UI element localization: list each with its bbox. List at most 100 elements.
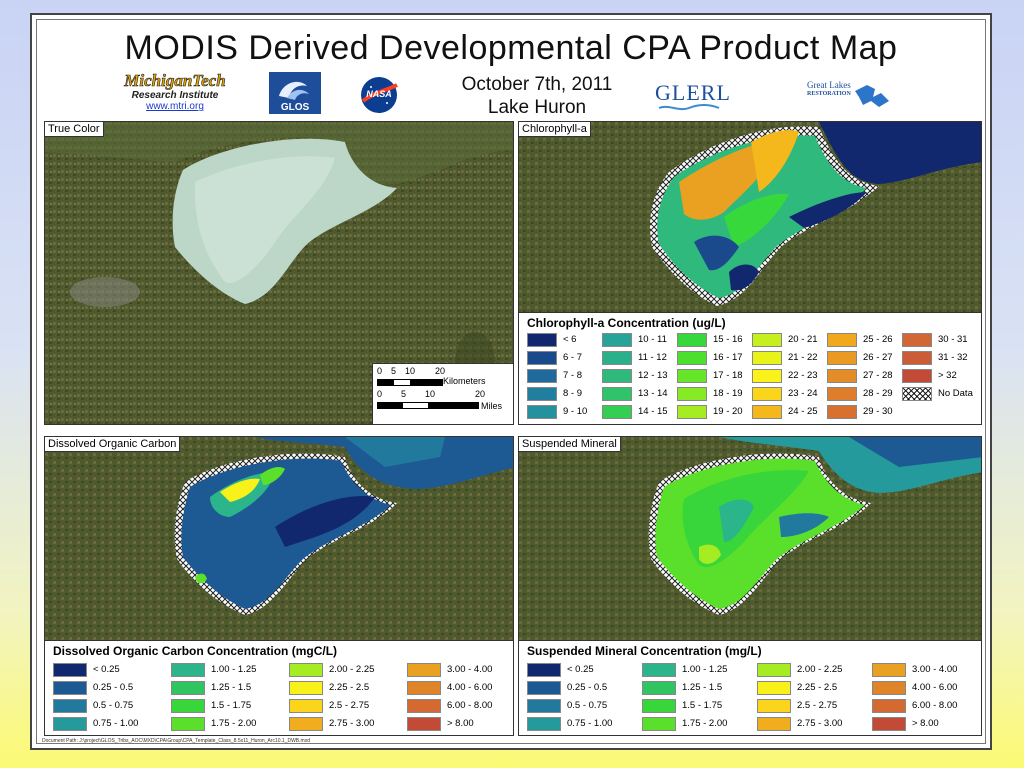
legend-swatch [902,369,932,383]
nasa-logo-text: NASA [366,89,392,99]
mi-tick-labels: 0 5 10 20 [377,389,487,399]
legend-label: 6.00 - 8.00 [447,700,493,711]
legend-label: 31 - 32 [938,352,968,363]
legend-swatch [289,663,323,677]
legend-swatch [827,351,857,365]
legend-swatch [53,699,87,713]
legend-swatch [902,333,932,347]
mi-unit-label: Miles [481,401,503,411]
legend-swatch [602,369,632,383]
legend-swatch [677,351,707,365]
legend-label: 2.00 - 2.25 [797,664,843,675]
glerl-logo-text: GLERL [655,80,731,105]
mtri-logo-url[interactable]: www.mtri.org [146,101,204,112]
mi-tick-0: 0 [377,389,383,399]
legend-label: 1.5 - 1.75 [211,700,252,711]
legend-swatch [677,387,707,401]
legend-swatch [171,663,205,677]
doc-legend: Dissolved Organic Carbon Concentration (… [45,640,513,735]
legend-label: 15 - 16 [713,334,743,345]
legend-swatch [902,351,932,365]
legend-label: 20 - 21 [788,334,818,345]
legend-swatch [527,699,561,713]
legend-label: 16 - 17 [713,352,743,363]
legend-swatch [827,405,857,419]
legend-swatch [289,717,323,731]
km-tick-0: 0 [377,366,383,376]
legend-swatch [53,663,87,677]
legend-label: 0.75 - 1.00 [93,718,139,729]
legend-swatch [677,405,707,419]
mtri-logo-subtitle: Research Institute [131,90,219,101]
map-sheet: MODIS Derived Developmental CPA Product … [30,13,992,750]
legend-label: > 8.00 [447,718,474,729]
mi-tick-5: 5 [401,389,407,399]
legend-swatch [677,333,707,347]
legend-swatch [872,717,906,731]
km-unit-label: Kilometers [443,376,486,386]
legend-label: 27 - 28 [863,370,893,381]
legend-label: 0.25 - 0.5 [567,682,608,693]
legend-swatch [752,369,782,383]
true-color-panel[interactable]: True Color 0 5 10 20 Kilometers 0 5 10 2… [44,121,514,425]
legend-label: < 0.25 [567,664,594,675]
legend-label: 1.5 - 1.75 [682,700,723,711]
legend-label: 3.00 - 4.00 [447,664,493,675]
legend-swatch [289,699,323,713]
legend-label: 1.75 - 2.00 [682,718,728,729]
legend-swatch [642,663,676,677]
legend-label: 12 - 13 [638,370,668,381]
legend-label: 11 - 12 [638,352,667,363]
legend-swatch [407,681,441,695]
glos-wave-icon [279,81,309,100]
legend-label: 9 - 10 [563,406,588,417]
legend-label: 30 - 31 [938,334,968,345]
legend-label: 19 - 20 [713,406,743,417]
km-tick-labels: 0 5 10 20 [377,366,467,376]
legend-swatch [752,351,782,365]
map-title: MODIS Derived Developmental CPA Product … [124,29,898,67]
legend-swatch [872,663,906,677]
chlorophyll-panel[interactable]: Chlorophyll-a Chlorophyll-a Concentratio… [518,121,982,425]
legend-swatch [757,681,791,695]
legend-label: 17 - 18 [713,370,743,381]
legend-swatch [602,333,632,347]
legend-label: > 32 [938,370,957,381]
legend-label: 8 - 9 [563,388,583,399]
legend-swatch [527,351,557,365]
legend-label: 10 - 11 [638,334,667,345]
suspended-mineral-panel[interactable]: Suspended Mineral Suspended Mineral Conc… [518,436,982,736]
suspended-mineral-legend: Suspended Mineral Concentration (mg/L) <… [519,640,981,735]
legend-swatch [902,387,932,401]
great-lakes-shape-icon [855,85,889,107]
legend-swatch [289,681,323,695]
km-tick-5: 5 [391,366,397,376]
legend-label: 21 - 22 [788,352,818,363]
legend-label: No Data [938,388,973,399]
legend-swatch [527,663,561,677]
doc-panel[interactable]: Dissolved Organic Carbon Dissolved Organ… [44,436,514,736]
legend-swatch [872,699,906,713]
legend-label: 25 - 26 [863,334,893,345]
legend-swatch [752,387,782,401]
legend-label: 26 - 27 [863,352,893,363]
legend-label: < 6 [563,334,577,345]
nasa-meatball-icon [361,77,398,113]
legend-swatch [827,333,857,347]
legend-label: 1.00 - 1.25 [211,664,257,675]
legend-label: 4.00 - 6.00 [447,682,493,693]
legend-label: > 8.00 [912,718,939,729]
legend-swatch [527,387,557,401]
legend-swatch [527,717,561,731]
legend-label: 0.5 - 0.75 [567,700,608,711]
legend-swatch [752,333,782,347]
mi-tick-10: 10 [425,389,436,399]
legend-swatch [757,663,791,677]
legend-swatch [677,369,707,383]
legend-swatch [407,717,441,731]
legend-swatch [642,717,676,731]
legend-swatch [527,405,557,419]
legend-swatch [642,681,676,695]
legend-swatch [602,387,632,401]
legend-label: 1.75 - 2.00 [211,718,257,729]
